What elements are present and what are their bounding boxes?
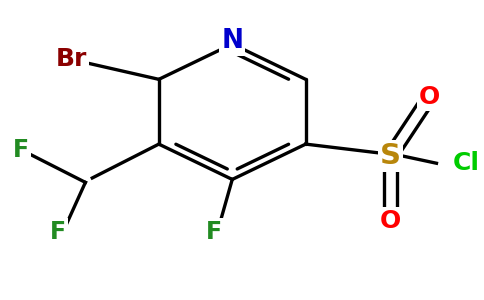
Text: N: N xyxy=(221,28,243,54)
Text: Br: Br xyxy=(56,47,87,71)
Text: F: F xyxy=(13,138,29,162)
Text: F: F xyxy=(206,220,222,244)
Text: F: F xyxy=(50,220,66,244)
Text: S: S xyxy=(380,142,401,170)
Text: O: O xyxy=(380,209,401,233)
Text: O: O xyxy=(419,85,440,109)
Text: Cl: Cl xyxy=(453,151,480,175)
